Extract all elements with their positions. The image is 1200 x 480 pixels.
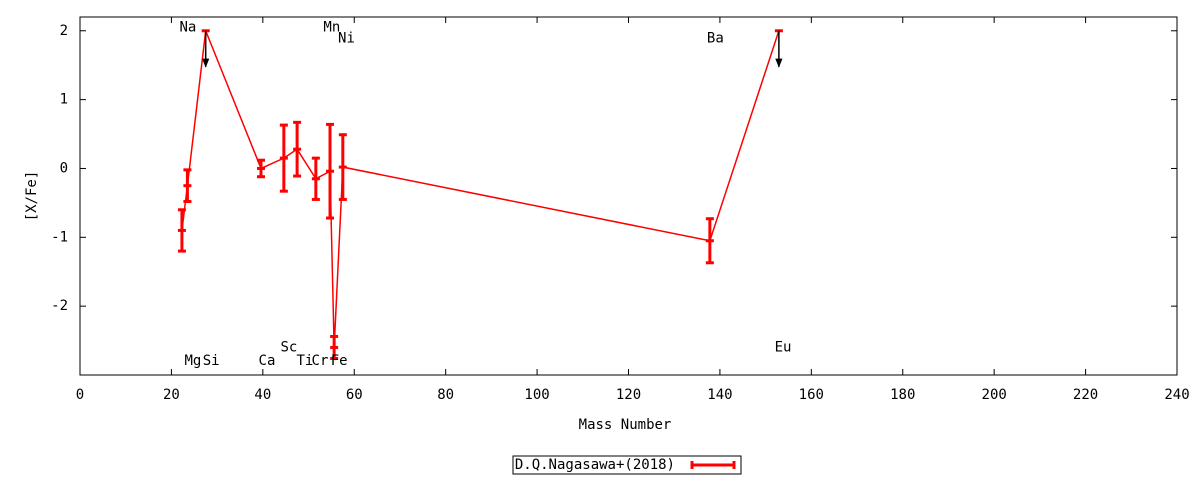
element-label: Fe [331,353,348,369]
x-tick-label: 20 [163,387,180,403]
x-tick-label: 40 [254,387,271,403]
element-label: Ti [296,353,313,369]
y-tick-label: 0 [60,160,68,176]
x-tick-label: 120 [616,387,641,403]
x-tick-label: 140 [707,387,732,403]
x-tick-label: 200 [982,387,1007,403]
element-label: Mn [323,19,340,35]
legend-label: D.Q.Nagasawa+(2018) [515,457,675,473]
x-tick-label: 220 [1073,387,1098,403]
y-tick-label: -1 [51,229,68,245]
y-tick-label: 2 [60,23,68,39]
x-axis-label: Mass Number [579,417,672,433]
element-label: Sc [280,339,297,355]
element-label: Ba [707,30,724,46]
element-label: Eu [775,339,792,355]
series-line [181,30,780,348]
element-label: Si [203,353,220,369]
legend-box [512,455,742,475]
y-axis-label: [X/Fe] [24,171,40,222]
x-tick-label: 80 [437,387,454,403]
element-label: Ca [259,353,276,369]
y-tick-label: 1 [60,92,68,108]
element-label: Ni [338,30,355,46]
x-tick-label: 160 [799,387,824,403]
x-tick-label: 0 [76,387,84,403]
plot-frame [79,16,1178,376]
x-tick-label: 60 [346,387,363,403]
x-tick-label: 100 [524,387,549,403]
y-tick-label: -2 [51,298,68,314]
x-tick-label: 180 [890,387,915,403]
element-label: Cr [312,353,329,369]
element-label: Na [179,19,196,35]
element-label: Mg [184,353,201,369]
x-tick-label: 240 [1164,387,1189,403]
